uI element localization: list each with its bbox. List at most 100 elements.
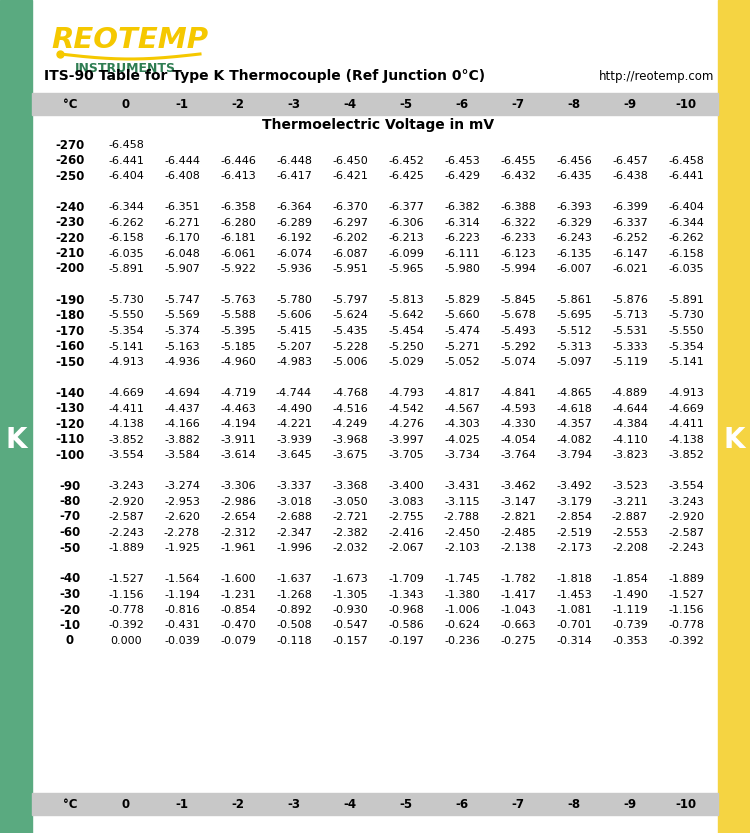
Text: -2.620: -2.620 — [164, 512, 200, 522]
Text: -170: -170 — [56, 325, 85, 337]
Text: -6.456: -6.456 — [556, 156, 592, 166]
Text: -4.983: -4.983 — [276, 357, 312, 367]
Text: -2.243: -2.243 — [108, 527, 144, 537]
Text: -2.485: -2.485 — [500, 527, 536, 537]
Text: ITS-90 Table for Type K Thermocouple (Ref Junction 0°C): ITS-90 Table for Type K Thermocouple (Re… — [44, 69, 485, 83]
Text: -6.135: -6.135 — [556, 248, 592, 258]
Text: -5.713: -5.713 — [612, 311, 648, 321]
Text: -6.455: -6.455 — [500, 156, 536, 166]
Text: -3.243: -3.243 — [108, 481, 144, 491]
Text: -5.588: -5.588 — [220, 311, 256, 321]
Text: -6.223: -6.223 — [444, 233, 480, 243]
Text: -0.663: -0.663 — [500, 621, 536, 631]
Text: -0.930: -0.930 — [332, 605, 368, 615]
Text: -3.852: -3.852 — [668, 450, 704, 460]
Text: -3.823: -3.823 — [612, 450, 648, 460]
Text: -200: -200 — [56, 262, 85, 276]
Text: -5.907: -5.907 — [164, 264, 200, 274]
Text: -1.490: -1.490 — [612, 590, 648, 600]
Text: -5.250: -5.250 — [388, 342, 424, 352]
Text: -2.278: -2.278 — [164, 527, 200, 537]
Text: -1.231: -1.231 — [220, 590, 256, 600]
Text: -3.115: -3.115 — [444, 496, 480, 506]
Text: -4.889: -4.889 — [612, 388, 648, 398]
Text: -6.444: -6.444 — [164, 156, 200, 166]
Text: -3.274: -3.274 — [164, 481, 200, 491]
Text: -150: -150 — [56, 356, 85, 368]
Text: 0: 0 — [122, 797, 130, 811]
Text: -1.527: -1.527 — [108, 574, 144, 584]
Text: -5.395: -5.395 — [220, 326, 256, 336]
Text: -5.980: -5.980 — [444, 264, 480, 274]
Text: -1.305: -1.305 — [332, 590, 368, 600]
Text: -130: -130 — [56, 402, 85, 415]
Text: -0.624: -0.624 — [444, 621, 480, 631]
Text: -6.262: -6.262 — [668, 233, 704, 243]
Text: -3.939: -3.939 — [276, 435, 312, 445]
Text: -9: -9 — [623, 97, 637, 111]
Text: -6.344: -6.344 — [668, 217, 704, 227]
Text: -1.709: -1.709 — [388, 574, 424, 584]
Text: -6.364: -6.364 — [276, 202, 312, 212]
Text: -2.587: -2.587 — [108, 512, 144, 522]
Text: -2.986: -2.986 — [220, 496, 256, 506]
Text: -0.586: -0.586 — [388, 621, 424, 631]
Text: -1: -1 — [176, 97, 188, 111]
Text: 0: 0 — [66, 635, 74, 647]
Text: -4.817: -4.817 — [444, 388, 480, 398]
Text: -2.067: -2.067 — [388, 543, 424, 553]
Text: -0.778: -0.778 — [108, 605, 144, 615]
Text: -6.457: -6.457 — [612, 156, 648, 166]
Text: -5.006: -5.006 — [332, 357, 368, 367]
Text: -1.818: -1.818 — [556, 574, 592, 584]
Text: -6.007: -6.007 — [556, 264, 592, 274]
Text: -10: -10 — [59, 619, 80, 632]
Text: -5.922: -5.922 — [220, 264, 256, 274]
Text: -5.119: -5.119 — [612, 357, 648, 367]
Text: -6.271: -6.271 — [164, 217, 200, 227]
Text: -2.788: -2.788 — [444, 512, 480, 522]
Text: -3.645: -3.645 — [276, 450, 312, 460]
Text: -6.181: -6.181 — [220, 233, 256, 243]
Text: -4.411: -4.411 — [668, 419, 704, 429]
Text: -5.354: -5.354 — [668, 342, 704, 352]
Text: -5.313: -5.313 — [556, 342, 592, 352]
Text: -4.567: -4.567 — [444, 403, 480, 413]
Text: -3.705: -3.705 — [388, 450, 424, 460]
Text: -250: -250 — [56, 169, 85, 182]
Text: -1.925: -1.925 — [164, 543, 200, 553]
Text: -5.074: -5.074 — [500, 357, 536, 367]
Text: -9: -9 — [623, 797, 637, 811]
Text: -110: -110 — [56, 433, 85, 446]
Text: -5.606: -5.606 — [276, 311, 312, 321]
Text: -190: -190 — [56, 293, 85, 307]
Text: -1.006: -1.006 — [444, 605, 480, 615]
Text: -5.660: -5.660 — [444, 311, 480, 321]
Text: -1.996: -1.996 — [276, 543, 312, 553]
Text: 0.000: 0.000 — [110, 636, 142, 646]
Text: -50: -50 — [59, 541, 81, 555]
Bar — [0, 0, 32, 833]
Text: -2.887: -2.887 — [612, 512, 648, 522]
Text: -4.166: -4.166 — [164, 419, 200, 429]
Text: -6.061: -6.061 — [220, 248, 256, 258]
Text: -3.584: -3.584 — [164, 450, 200, 460]
Text: -1.854: -1.854 — [612, 574, 648, 584]
Text: -5.141: -5.141 — [108, 342, 144, 352]
Text: -5: -5 — [400, 97, 412, 111]
Text: -2.519: -2.519 — [556, 527, 592, 537]
Text: -4.542: -4.542 — [388, 403, 424, 413]
Text: -4.384: -4.384 — [612, 419, 648, 429]
Text: -3: -3 — [287, 797, 301, 811]
Text: -4.936: -4.936 — [164, 357, 200, 367]
Text: -5.695: -5.695 — [556, 311, 592, 321]
Bar — [718, 0, 750, 833]
Text: -6.170: -6.170 — [164, 233, 200, 243]
Text: -3.400: -3.400 — [388, 481, 424, 491]
Text: -6.393: -6.393 — [556, 202, 592, 212]
Text: -8: -8 — [568, 797, 580, 811]
Text: -1.564: -1.564 — [164, 574, 200, 584]
Text: -5.994: -5.994 — [500, 264, 536, 274]
Text: -3.968: -3.968 — [332, 435, 368, 445]
Text: -6.074: -6.074 — [276, 248, 312, 258]
